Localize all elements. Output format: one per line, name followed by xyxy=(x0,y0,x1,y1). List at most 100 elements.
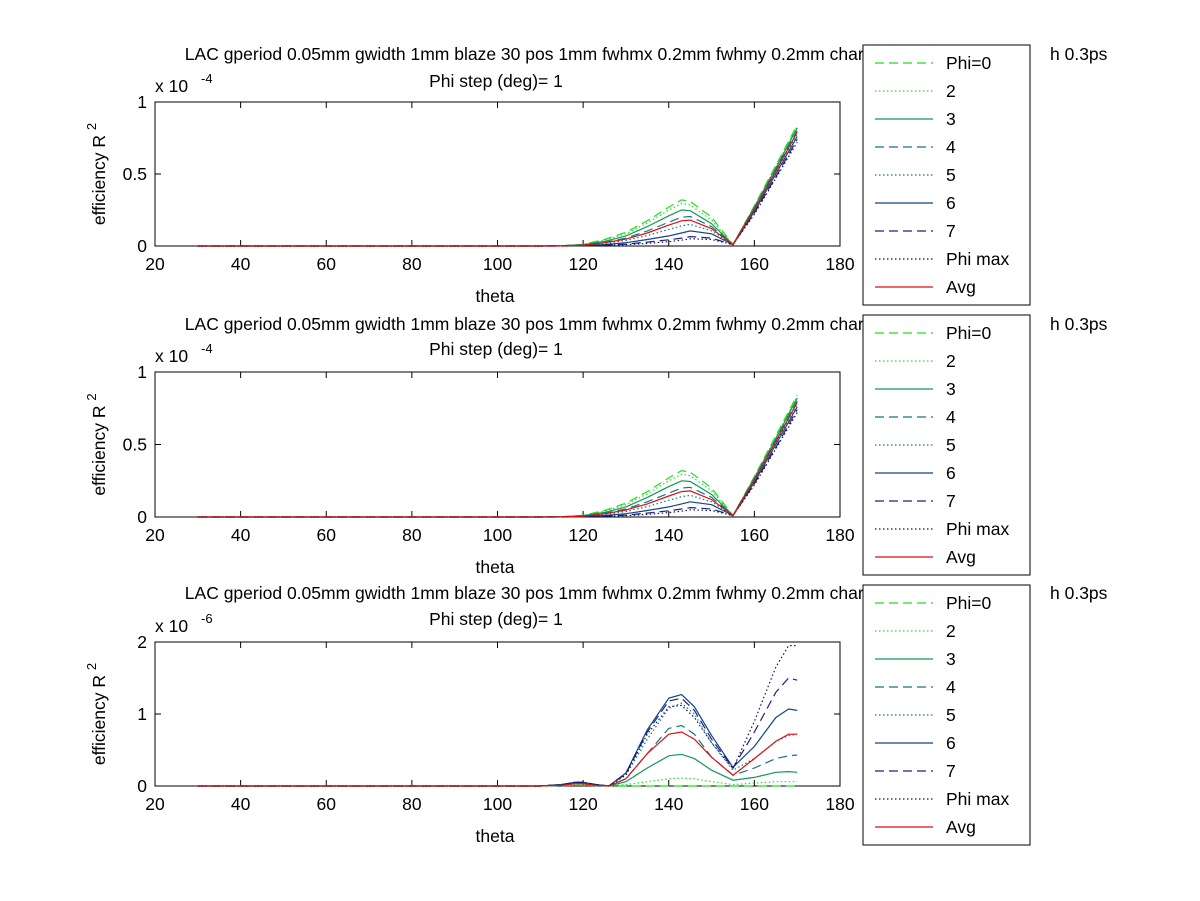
legend-label: 6 xyxy=(946,733,956,753)
y-tick-label: 0.5 xyxy=(123,435,147,455)
legend-label: 5 xyxy=(946,165,956,185)
series-line-phi-0 xyxy=(197,784,798,787)
x-tick-label: 100 xyxy=(483,254,512,274)
y-axis-label: efficiency R 2 xyxy=(84,663,109,765)
x-tick-label: 40 xyxy=(231,254,251,274)
y-tick-label: 1 xyxy=(137,92,147,112)
legend-label: Phi max xyxy=(946,249,1009,269)
y-tick-label: 0 xyxy=(137,507,147,527)
legend-label: 7 xyxy=(946,491,956,511)
y-axis-label-sup: 2 xyxy=(84,663,99,670)
subplot-1: LAC gperiod 0.05mm gwidth 1mm blaze 30 p… xyxy=(84,44,1108,306)
legend-label: 7 xyxy=(946,761,956,781)
x-axis-label: theta xyxy=(476,286,515,306)
y-tick-label: 1 xyxy=(137,704,147,724)
legend-label: 3 xyxy=(946,379,956,399)
x-tick-label: 40 xyxy=(231,525,251,545)
x-tick-label: 120 xyxy=(569,254,598,274)
chart-subtitle: Phi step (deg)= 1 xyxy=(429,71,563,91)
legend-label: 7 xyxy=(946,221,956,241)
x-axis-label: theta xyxy=(476,557,515,577)
legend-label: 2 xyxy=(946,81,956,101)
x-tick-label: 140 xyxy=(654,254,683,274)
x-tick-label: 140 xyxy=(654,794,683,814)
series-line-6 xyxy=(197,693,798,787)
chart-subtitle: Phi step (deg)= 1 xyxy=(429,609,563,629)
x-tick-label: 100 xyxy=(483,794,512,814)
x-tick-label: 180 xyxy=(825,525,854,545)
legend-box xyxy=(862,584,1031,846)
legend-box xyxy=(862,314,1031,576)
legend-label: 5 xyxy=(946,435,956,455)
chart-title: LAC gperiod 0.05mm gwidth 1mm blaze 30 p… xyxy=(185,583,918,603)
x-tick-label: 80 xyxy=(402,525,422,545)
legend-label: Avg xyxy=(946,547,976,567)
subplot-3: LAC gperiod 0.05mm gwidth 1mm blaze 30 p… xyxy=(84,583,1108,846)
x-tick-label: 20 xyxy=(145,794,165,814)
chart-title-tail: h 0.3ps xyxy=(1050,583,1108,603)
y-axis-label-sup: 2 xyxy=(84,123,99,130)
y-tick-label: 1 xyxy=(137,362,147,382)
y-axis-label: efficiency R 2 xyxy=(84,123,109,225)
exponent-label: x 10 xyxy=(155,346,188,366)
legend-label: Avg xyxy=(946,277,976,297)
series-line-phi-max xyxy=(197,644,798,787)
legend-label: 4 xyxy=(946,677,956,697)
series-line-phi-max xyxy=(197,412,798,518)
exponent-power: -6 xyxy=(201,611,213,626)
series-line-avg xyxy=(197,402,798,518)
legend-label: Phi max xyxy=(946,789,1009,809)
legend-label: 2 xyxy=(946,351,956,371)
y-axis-label-sup: 2 xyxy=(84,393,99,400)
series-line-5 xyxy=(197,702,798,787)
y-tick-label: 0.5 xyxy=(123,164,147,184)
x-tick-label: 20 xyxy=(145,254,165,274)
x-tick-label: 160 xyxy=(740,525,769,545)
y-axis-label-text: efficiency R xyxy=(89,401,109,496)
legend-label: 2 xyxy=(946,621,956,641)
x-tick-label: 80 xyxy=(402,794,422,814)
x-tick-label: 180 xyxy=(825,794,854,814)
x-tick-label: 40 xyxy=(231,794,251,814)
legend-label: 3 xyxy=(946,109,956,129)
x-tick-label: 160 xyxy=(740,794,769,814)
x-tick-label: 120 xyxy=(569,794,598,814)
x-tick-label: 160 xyxy=(740,254,769,274)
series-line-phi-max xyxy=(197,141,798,247)
exponent-label: x 10 xyxy=(155,76,188,96)
x-tick-label: 20 xyxy=(145,525,165,545)
x-tick-label: 140 xyxy=(654,525,683,545)
exponent-power: -4 xyxy=(201,71,213,86)
series-line-4 xyxy=(197,724,798,787)
legend-label: 6 xyxy=(946,463,956,483)
legend-label: 5 xyxy=(946,705,956,725)
y-axis-label-text: efficiency R xyxy=(89,130,109,225)
legend-box xyxy=(862,44,1031,306)
x-tick-label: 80 xyxy=(402,254,422,274)
chart-title-tail: h 0.3ps xyxy=(1050,314,1108,334)
y-tick-label: 2 xyxy=(137,632,147,652)
x-tick-label: 60 xyxy=(317,254,337,274)
legend-label: 4 xyxy=(946,137,956,157)
x-tick-label: 120 xyxy=(569,525,598,545)
y-tick-label: 0 xyxy=(137,776,147,796)
legend-label: 3 xyxy=(946,649,956,669)
legend-label: Avg xyxy=(946,817,976,837)
series-line-2 xyxy=(197,777,798,787)
legend-label: 4 xyxy=(946,407,956,427)
chart-title-tail: h 0.3ps xyxy=(1050,44,1108,64)
series-line-avg xyxy=(197,131,798,247)
series-line-5 xyxy=(197,133,798,247)
legend-label: Phi=0 xyxy=(946,593,992,613)
exponent-power: -4 xyxy=(201,341,213,356)
x-tick-label: 60 xyxy=(317,525,337,545)
chart-subtitle: Phi step (deg)= 1 xyxy=(429,339,563,359)
chart-title: LAC gperiod 0.05mm gwidth 1mm blaze 30 p… xyxy=(185,44,918,64)
y-axis-label-text: efficiency R xyxy=(89,670,109,765)
series-line-7 xyxy=(197,677,798,787)
x-tick-label: 60 xyxy=(317,794,337,814)
series-line-5 xyxy=(197,403,798,518)
x-tick-label: 100 xyxy=(483,525,512,545)
exponent-label: x 10 xyxy=(155,616,188,636)
